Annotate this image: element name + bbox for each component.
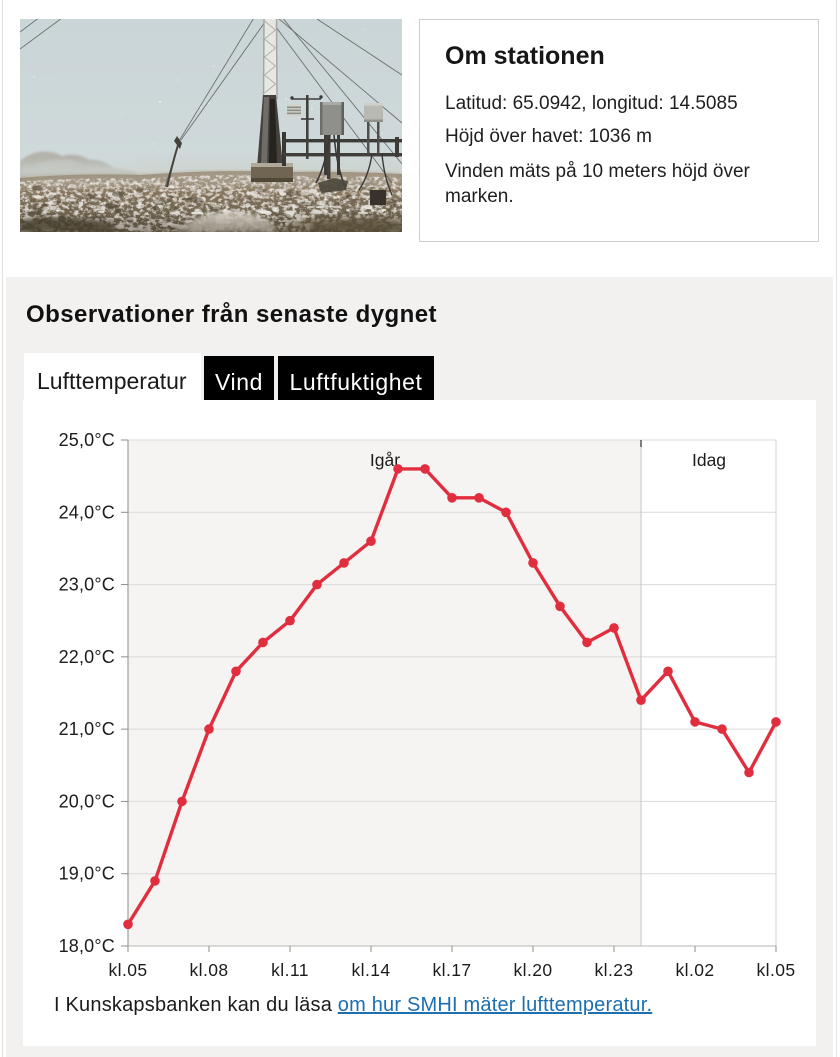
svg-text:kl.05: kl.05 [109,960,148,980]
svg-text:Idag: Idag [692,450,726,470]
svg-text:kl.14: kl.14 [352,960,391,980]
svg-text:18,0°C: 18,0°C [59,936,115,956]
svg-text:22,0°C: 22,0°C [59,647,115,667]
svg-text:kl.17: kl.17 [433,960,472,980]
svg-text:kl.02: kl.02 [676,960,715,980]
svg-text:21,0°C: 21,0°C [59,719,115,739]
svg-text:kl.23: kl.23 [595,960,634,980]
svg-text:24,0°C: 24,0°C [59,502,115,522]
svg-text:kl.20: kl.20 [514,960,553,980]
svg-text:Igår: Igår [370,450,400,470]
svg-text:23,0°C: 23,0°C [59,575,115,595]
svg-text:19,0°C: 19,0°C [59,864,115,884]
svg-text:kl.11: kl.11 [271,960,309,980]
svg-text:20,0°C: 20,0°C [59,791,115,811]
svg-text:25,0°C: 25,0°C [59,430,115,450]
svg-text:kl.05: kl.05 [757,960,796,980]
svg-text:kl.08: kl.08 [190,960,229,980]
